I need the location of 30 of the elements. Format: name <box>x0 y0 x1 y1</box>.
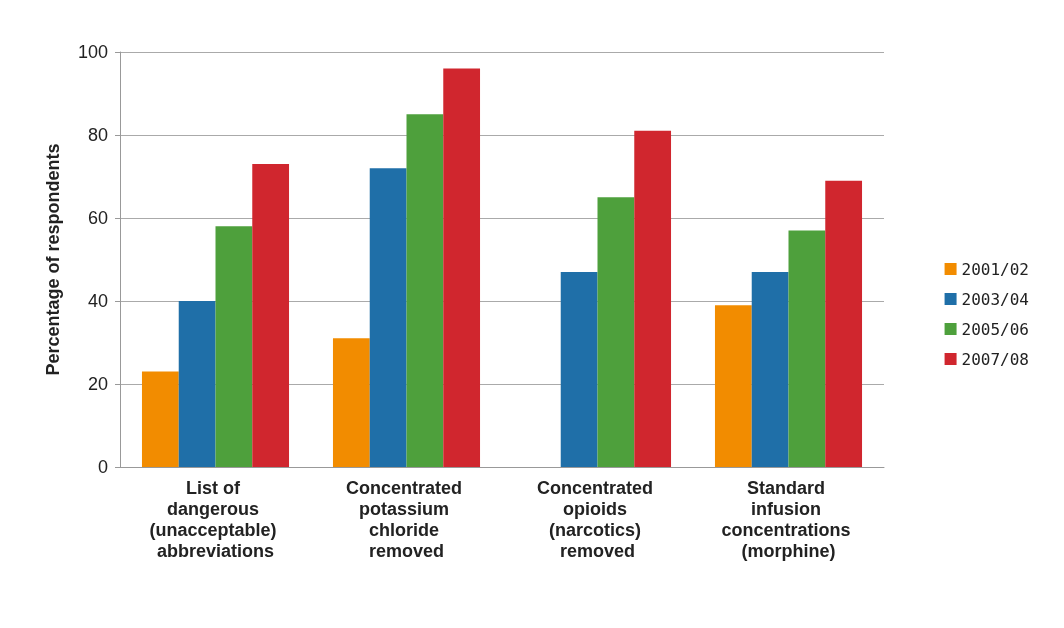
bar <box>788 230 826 467</box>
bar <box>141 371 179 467</box>
bar <box>178 301 216 467</box>
legend-label: 2001/02 <box>961 259 1030 279</box>
x-tick-label: Concentrated opioids (narcotics) removed <box>536 477 659 561</box>
bar <box>443 68 481 467</box>
x-tick-label: Concentrated potassium chloride removed <box>345 477 468 561</box>
bar <box>634 130 672 467</box>
bar <box>406 114 444 467</box>
bar <box>714 305 752 467</box>
bar <box>560 271 598 467</box>
legend-label: 2005/06 <box>961 319 1030 339</box>
bar <box>369 168 407 467</box>
legend-label: 2003/04 <box>961 289 1030 309</box>
bar <box>597 197 635 467</box>
x-tick-label: List of dangerous (unacceptable) abbreviations <box>149 477 282 561</box>
y-tick-label: 100 <box>77 42 108 62</box>
bar <box>751 271 789 467</box>
legend-label: 2007/08 <box>961 349 1030 369</box>
y-axis-title: Percentage of respondents <box>43 143 63 376</box>
bar <box>215 226 253 467</box>
y-tick-label: 60 <box>87 208 108 228</box>
y-tick-label: 20 <box>87 374 108 394</box>
y-tick-label: 80 <box>87 125 108 145</box>
bar <box>332 338 370 467</box>
x-tick-label: Standard infusion concentrations (morphine) <box>721 477 856 561</box>
y-tick-label: 0 <box>97 457 108 477</box>
y-tick-label: 40 <box>87 291 108 311</box>
bar <box>825 180 863 467</box>
bar <box>252 164 290 467</box>
